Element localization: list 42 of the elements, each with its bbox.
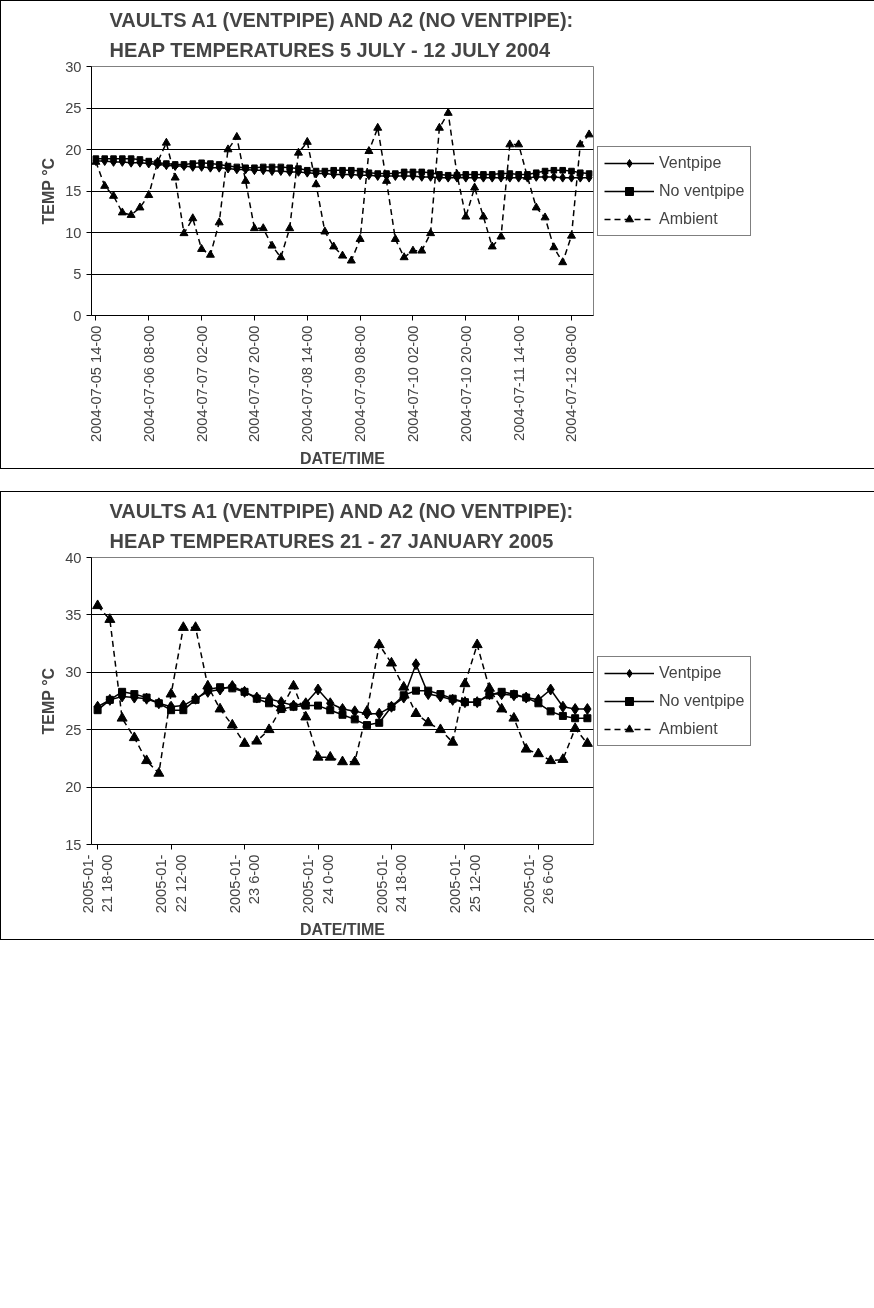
- x-tick-label: 2005-01-26 6-00: [520, 854, 556, 914]
- legend-label: Ventpipe: [659, 663, 722, 682]
- y-tick-label: 20: [65, 779, 82, 796]
- x-tick-label: 2005-01-24 18-00: [373, 854, 410, 914]
- chart-title: VAULTS A1 (VENTPIPE) AND A2 (NO VENTPIPE): HEAP TEMPERATURES 5 JULY - 12 JULY 2004: [109, 8, 574, 62]
- x-tick-label: 2004-07-11 14-00: [510, 325, 527, 441]
- y-tick-label: 15: [65, 183, 82, 199]
- y-axis-title: TEMP °C: [40, 157, 58, 225]
- legend-label: Ventpipe: [659, 153, 722, 172]
- x-tick-label: 2004-07-09 08-00: [352, 325, 369, 443]
- y-tick-label: 30: [65, 58, 82, 75]
- x-tick-label: 2004-07-07 20-00: [246, 325, 263, 443]
- y-tick-label: 40: [65, 549, 82, 566]
- x-tick-label: 2004-07-10 20-00: [457, 325, 474, 443]
- y-tick-label: 35: [65, 606, 82, 623]
- y-tick-label: 0: [73, 307, 82, 324]
- y-tick-label: 30: [65, 664, 82, 681]
- x-tick-label: 2004-07-10 02-00: [404, 325, 421, 443]
- x-tick-label: 2004-07-05 14-00: [87, 325, 104, 443]
- x-tick-label: 2005-01-21 18-00: [80, 854, 116, 914]
- x-tick-label: 2005-01-23 6-00: [226, 854, 263, 914]
- legend-label: Ambient: [659, 719, 718, 738]
- x-tick-label: 2005-01-24 0-00: [300, 854, 336, 914]
- y-axis-title: TEMP °C: [40, 667, 58, 735]
- x-tick-label: 2005-01-22 12-00: [153, 854, 189, 914]
- chart-title: VAULTS A1 (VENTPIPE) AND A2 (NO VENTPIPE): HEAP TEMPERATURES 21 - 27 JANUARY 2005: [109, 499, 574, 553]
- x-tick-label: 2004-07-08 14-00: [299, 325, 316, 443]
- x-tick-label: 2004-07-07 02-00: [193, 325, 210, 443]
- x-tick-label: 2004-07-12 08-00: [563, 325, 580, 443]
- legend-label: No ventpipe: [659, 691, 745, 710]
- y-tick-label: 15: [65, 836, 82, 853]
- legend-label: Ambient: [659, 209, 718, 228]
- x-axis-title: DATE/TIME: [299, 921, 386, 939]
- legend-label: No ventpipe: [659, 181, 745, 200]
- y-tick-label: 5: [73, 266, 82, 282]
- x-axis-title: DATE/TIME: [299, 450, 386, 468]
- x-tick-label: 2005-01-25 12-00: [447, 854, 483, 914]
- y-tick-label: 20: [65, 141, 82, 158]
- y-tick-label: 25: [65, 100, 82, 116]
- y-tick-label: 25: [65, 721, 82, 738]
- y-tick-label: 10: [65, 224, 82, 241]
- x-tick-label: 2004-07-06 08-00: [140, 325, 157, 443]
